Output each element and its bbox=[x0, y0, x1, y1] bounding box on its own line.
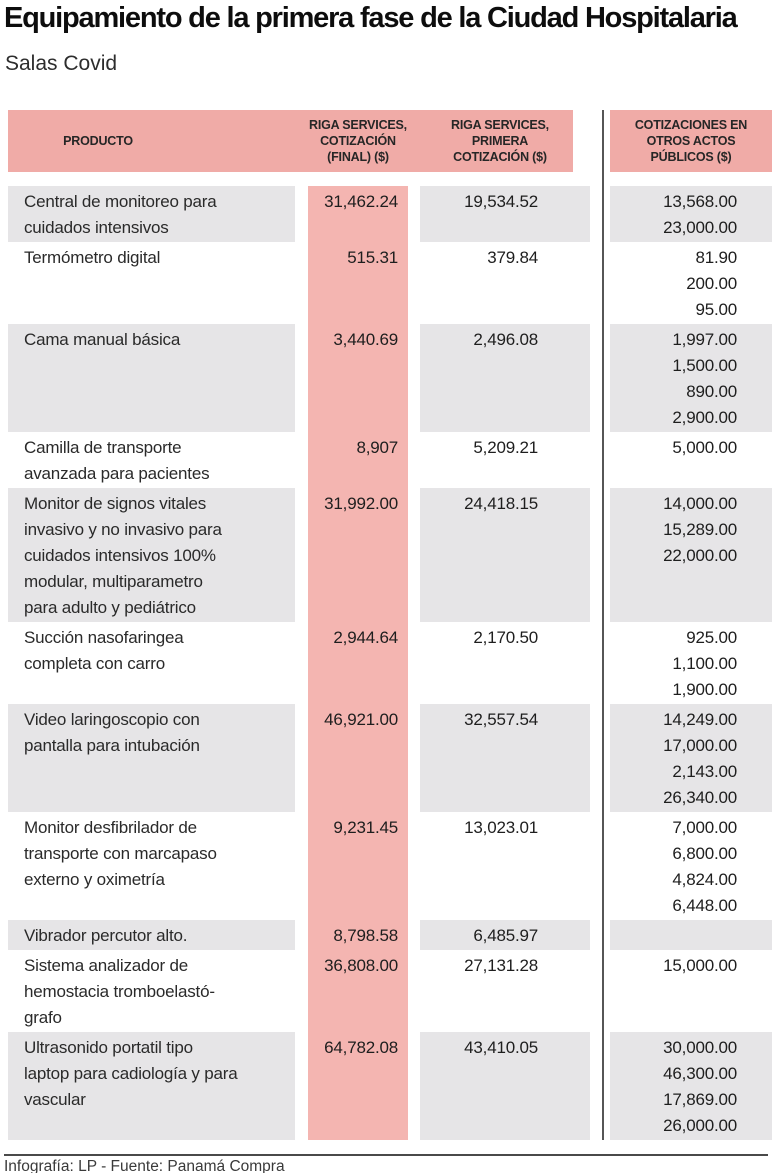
table-row: Cama manual básica 3,440.69 2,496.08 1,9… bbox=[0, 324, 780, 432]
other-quote-value: 15,289.00 bbox=[663, 520, 737, 539]
other-quote-value: 6,800.00 bbox=[672, 844, 737, 863]
other-quote-value: 95.00 bbox=[695, 300, 737, 319]
others-cell: 13,568.00 23,000.00 bbox=[610, 186, 772, 242]
other-quote-value: 200.00 bbox=[686, 274, 737, 293]
other-quote-value: 1,997.00 bbox=[672, 330, 737, 349]
other-quote-value: 17,869.00 bbox=[663, 1090, 737, 1109]
other-quote-value: 13,568.00 bbox=[663, 192, 737, 211]
footer-rule bbox=[4, 1154, 768, 1156]
others-cell: 81.90 200.00 95.00 bbox=[610, 242, 772, 324]
other-quote-value: 890.00 bbox=[686, 382, 737, 401]
table-row: Central de monitoreo para cuidados inten… bbox=[0, 186, 780, 242]
riga-final-value: 8,907 bbox=[356, 438, 398, 457]
other-quote-value: 2,143.00 bbox=[672, 762, 737, 781]
table-row: Video laringoscopio con pantalla para in… bbox=[0, 704, 780, 812]
riga-final-value: 8,798.58 bbox=[333, 926, 398, 945]
others-cell bbox=[610, 920, 772, 950]
table-row: Termómetro digital 515.31 379.84 81.90 20… bbox=[0, 242, 780, 324]
header-product-label: PRODUCTO bbox=[63, 134, 133, 148]
product-cell: Ultrasonido portatil tipo laptop para ca… bbox=[8, 1032, 295, 1140]
riga-final-value: 31,992.00 bbox=[324, 494, 398, 513]
header-band-left bbox=[8, 110, 573, 172]
footer-credit: Infografía: LP - Fuente: Panamá Compra bbox=[4, 1158, 285, 1173]
header-riga-first-label: RIGA SERVICES, PRIMERA COTIZACIÓN ($) bbox=[451, 118, 549, 164]
riga-first-value: 13,023.01 bbox=[464, 818, 538, 837]
riga-first-value: 2,170.50 bbox=[473, 628, 538, 647]
other-quote-value: 6,448.00 bbox=[672, 896, 737, 915]
other-quote-value: 22,000.00 bbox=[663, 546, 737, 565]
product-cell: Central de monitoreo para cuidados inten… bbox=[8, 186, 295, 242]
riga-final-value: 64,782.08 bbox=[324, 1038, 398, 1057]
page-title: Equipamiento de la primera fase de la Ci… bbox=[4, 2, 738, 34]
product-cell: Video laringoscopio con pantalla para in… bbox=[8, 704, 295, 812]
product-cell: Succión nasofaringea completa con carro bbox=[24, 628, 184, 673]
riga-final-value: 515.31 bbox=[347, 248, 398, 267]
riga-final-value: 2,944.64 bbox=[333, 628, 398, 647]
riga-first-value: 43,410.05 bbox=[420, 1032, 590, 1140]
other-quote-value: 2,900.00 bbox=[672, 408, 737, 427]
others-cell: 1,997.00 1,500.00 890.00 2,900.00 bbox=[610, 324, 772, 432]
other-quote-value: 30,000.00 bbox=[663, 1038, 737, 1057]
other-quote-value: 17,000.00 bbox=[663, 736, 737, 755]
others-cell: 7,000.00 6,800.00 4,824.00 6,448.00 bbox=[610, 812, 772, 920]
product-cell: Cama manual básica bbox=[8, 324, 295, 432]
riga-first-value: 24,418.15 bbox=[420, 488, 590, 622]
product-cell: Camilla de transporte avanzada para paci… bbox=[24, 438, 210, 483]
riga-first-value: 2,496.08 bbox=[420, 324, 590, 432]
product-cell: Sistema analizador de hemostacia tromboe… bbox=[24, 956, 215, 1027]
other-quote-value: 1,900.00 bbox=[672, 680, 737, 699]
others-cell: 14,000.00 15,289.00 22,000.00 bbox=[610, 488, 772, 622]
header-band-right bbox=[610, 110, 772, 172]
riga-final-value: 31,462.24 bbox=[324, 192, 398, 211]
riga-final-value: 46,921.00 bbox=[324, 710, 398, 729]
other-quote-value: 7,000.00 bbox=[672, 818, 737, 837]
other-quote-value: 5,000.00 bbox=[672, 438, 737, 457]
others-cell: 5,000.00 bbox=[610, 432, 772, 488]
riga-first-value: 6,485.97 bbox=[420, 920, 590, 950]
riga-first-value: 379.84 bbox=[487, 248, 538, 267]
other-quote-value: 4,824.00 bbox=[672, 870, 737, 889]
product-cell: Monitor de signos vitales invasivo y no … bbox=[8, 488, 295, 622]
others-cell: 30,000.00 46,300.00 17,869.00 26,000.00 bbox=[610, 1032, 772, 1140]
other-quote-value: 23,000.00 bbox=[663, 218, 737, 237]
other-quote-value: 14,249.00 bbox=[663, 710, 737, 729]
table-row: Monitor desfibrilador de transporte con … bbox=[0, 812, 780, 920]
riga-final-value: 36,808.00 bbox=[324, 956, 398, 975]
riga-first-value: 19,534.52 bbox=[420, 186, 590, 242]
other-quote-value: 26,000.00 bbox=[663, 1116, 737, 1135]
other-quote-value: 46,300.00 bbox=[663, 1064, 737, 1083]
highlight-column bbox=[308, 186, 408, 1140]
other-quote-value: 81.90 bbox=[695, 248, 737, 267]
riga-final-value: 3,440.69 bbox=[333, 330, 398, 349]
table-row: Vibrador percutor alto. 8,798.58 6,485.9… bbox=[0, 920, 780, 950]
page-subtitle: Salas Covid bbox=[5, 52, 118, 75]
other-quote-value: 15,000.00 bbox=[663, 956, 737, 975]
riga-first-value: 5,209.21 bbox=[473, 438, 538, 457]
other-quote-value: 925.00 bbox=[686, 628, 737, 647]
header-others-label: COTIZACIONES EN OTROS ACTOS PÚBLICOS ($) bbox=[634, 118, 748, 164]
product-cell: Monitor desfibrilador de transporte con … bbox=[24, 818, 217, 889]
riga-first-value: 27,131.28 bbox=[464, 956, 538, 975]
others-cell: 14,249.00 17,000.00 2,143.00 26,340.00 bbox=[610, 704, 772, 812]
others-cell: 925.00 1,100.00 1,900.00 bbox=[610, 622, 772, 704]
other-quote-value: 1,100.00 bbox=[672, 654, 737, 673]
table-row: Monitor de signos vitales invasivo y no … bbox=[0, 488, 780, 622]
table-row: Sistema analizador de hemostacia tromboe… bbox=[0, 950, 780, 1032]
product-cell: Termómetro digital bbox=[24, 248, 161, 267]
column-divider bbox=[602, 110, 604, 1140]
other-quote-value: 26,340.00 bbox=[663, 788, 737, 807]
table-body: Central de monitoreo para cuidados inten… bbox=[0, 186, 780, 1140]
table-row: Camilla de transporte avanzada para paci… bbox=[0, 432, 780, 488]
other-quote-value: 14,000.00 bbox=[663, 494, 737, 513]
table-header: PRODUCTO RIGA SERVICES, COTIZACIÓN (FINA… bbox=[0, 110, 780, 172]
riga-final-value: 9,231.45 bbox=[333, 818, 398, 837]
riga-first-value: 32,557.54 bbox=[420, 704, 590, 812]
product-cell: Vibrador percutor alto. bbox=[8, 920, 295, 950]
table-row: Succión nasofaringea completa con carro … bbox=[0, 622, 780, 704]
other-quote-value: 1,500.00 bbox=[672, 356, 737, 375]
others-cell: 15,000.00 bbox=[610, 950, 772, 1032]
table-row: Ultrasonido portatil tipo laptop para ca… bbox=[0, 1032, 780, 1140]
header-riga-final-label: RIGA SERVICES, COTIZACIÓN (FINAL) ($) bbox=[309, 118, 407, 164]
